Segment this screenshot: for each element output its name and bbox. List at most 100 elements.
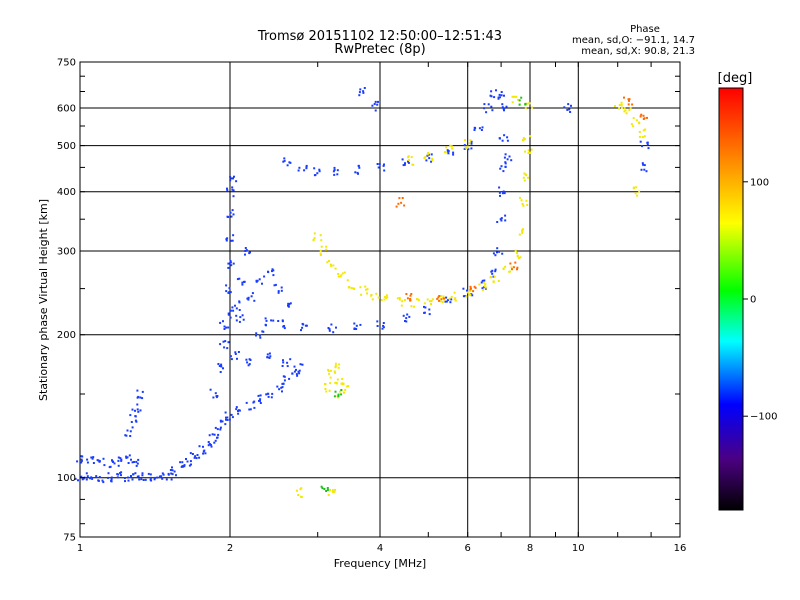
data-point — [404, 299, 406, 302]
data-point — [265, 319, 268, 322]
data-point — [341, 378, 344, 380]
data-point — [217, 363, 220, 365]
data-point — [339, 275, 342, 278]
data-point — [222, 320, 224, 323]
y-tick-label: 100 — [57, 473, 76, 484]
data-point — [330, 323, 333, 326]
data-point — [258, 278, 261, 281]
data-point — [229, 211, 232, 214]
data-point — [137, 475, 140, 478]
data-point — [209, 443, 212, 446]
data-point — [319, 254, 322, 256]
data-point — [329, 382, 332, 385]
x-tick-label: 6 — [465, 543, 471, 554]
data-point — [234, 304, 236, 307]
data-point — [481, 279, 484, 282]
data-point — [491, 109, 494, 112]
data-point — [502, 170, 505, 173]
data-point — [323, 488, 326, 490]
series-stray-green — [320, 96, 527, 492]
data-point — [504, 219, 507, 222]
data-point — [466, 291, 469, 294]
data-point — [502, 268, 505, 271]
data-point — [641, 136, 644, 139]
data-point — [396, 297, 399, 300]
data-point — [454, 297, 457, 300]
data-point — [126, 429, 129, 432]
data-point — [425, 159, 428, 162]
data-point — [320, 485, 323, 488]
data-point — [301, 326, 304, 329]
data-point — [134, 472, 137, 475]
data-point — [336, 378, 339, 381]
data-point — [129, 414, 132, 417]
data-point — [523, 172, 526, 175]
data-point — [327, 260, 330, 262]
data-point — [169, 469, 172, 471]
data-point — [441, 301, 444, 303]
data-point — [618, 107, 621, 110]
data-point — [427, 151, 430, 154]
y-tick-label: 600 — [57, 104, 76, 115]
data-point — [635, 119, 638, 122]
data-point — [470, 147, 473, 150]
data-point — [255, 334, 257, 337]
x-tick-label: 4 — [377, 543, 383, 554]
data-point — [332, 170, 335, 173]
data-point — [128, 454, 131, 457]
data-point — [320, 245, 323, 248]
data-point — [271, 392, 274, 395]
data-point — [230, 413, 233, 416]
data-point — [86, 461, 89, 464]
data-point — [280, 386, 283, 389]
data-point — [618, 104, 621, 107]
data-point — [282, 375, 285, 378]
data-point — [437, 296, 440, 299]
data-point — [277, 291, 280, 294]
data-point — [493, 96, 496, 99]
data-point — [204, 452, 207, 455]
data-point — [326, 261, 329, 264]
data-point — [401, 197, 404, 199]
data-point — [474, 286, 477, 289]
data-point — [501, 139, 504, 142]
data-point — [383, 163, 385, 166]
data-point — [503, 134, 506, 137]
data-point — [300, 329, 302, 332]
data-point — [511, 95, 514, 98]
data-point — [381, 327, 384, 330]
data-point — [136, 396, 139, 399]
data-point — [490, 270, 493, 273]
data-point — [185, 458, 187, 460]
data-point — [409, 294, 412, 297]
data-point — [129, 430, 132, 433]
data-point — [276, 385, 279, 388]
data-point — [91, 457, 94, 460]
data-point — [523, 179, 526, 182]
data-point — [470, 140, 473, 143]
data-point — [337, 396, 340, 399]
data-point — [340, 274, 343, 277]
data-point — [341, 272, 344, 275]
data-point — [249, 359, 252, 361]
data-point — [484, 287, 487, 290]
data-point — [229, 316, 232, 319]
data-point — [289, 302, 292, 305]
data-point — [518, 99, 521, 102]
data-point — [262, 330, 265, 333]
data-point — [74, 477, 77, 480]
data-point — [522, 204, 525, 207]
data-point — [366, 288, 369, 291]
data-point — [245, 358, 248, 361]
data-point — [190, 463, 192, 466]
data-point — [328, 328, 331, 331]
data-point — [489, 276, 492, 279]
data-point — [223, 325, 226, 328]
data-point — [508, 155, 511, 158]
data-point — [131, 461, 134, 464]
data-point — [398, 197, 401, 200]
data-point — [628, 108, 631, 111]
phase-stats-x: mean, sd,X: 90.8, 21.3 — [581, 46, 695, 57]
data-point — [257, 394, 260, 397]
data-point — [301, 363, 304, 366]
